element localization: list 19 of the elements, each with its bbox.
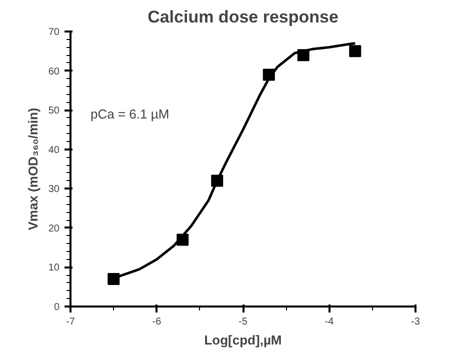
y-tick-label: 60 <box>48 66 60 78</box>
point <box>108 273 120 285</box>
x-tick-label: -6 <box>152 316 162 328</box>
x-tick-label: -5 <box>238 316 248 328</box>
y-tick-label: 0 <box>54 302 60 313</box>
x-axis-title: Log[cpd],µM <box>204 332 282 348</box>
chart-title: Calcium dose response <box>148 8 338 26</box>
y-tick-label: 20 <box>48 223 60 234</box>
annotation: pCa = 6.1 µM <box>90 106 170 122</box>
y-tick-label: 40 <box>48 144 60 156</box>
y-tick-label: 30 <box>48 184 60 196</box>
x-tick-label: -4 <box>324 316 334 328</box>
x-tick-label: -3 <box>411 316 420 328</box>
y-axis-title: Vmax (mOD₃₆₀/min) <box>25 108 40 230</box>
y-tick-label: 10 <box>48 262 60 274</box>
x-tick-label: -7 <box>66 316 76 328</box>
point <box>349 45 362 58</box>
y-tick-label: 70 <box>48 27 60 38</box>
y-tick-label: 50 <box>48 106 60 117</box>
